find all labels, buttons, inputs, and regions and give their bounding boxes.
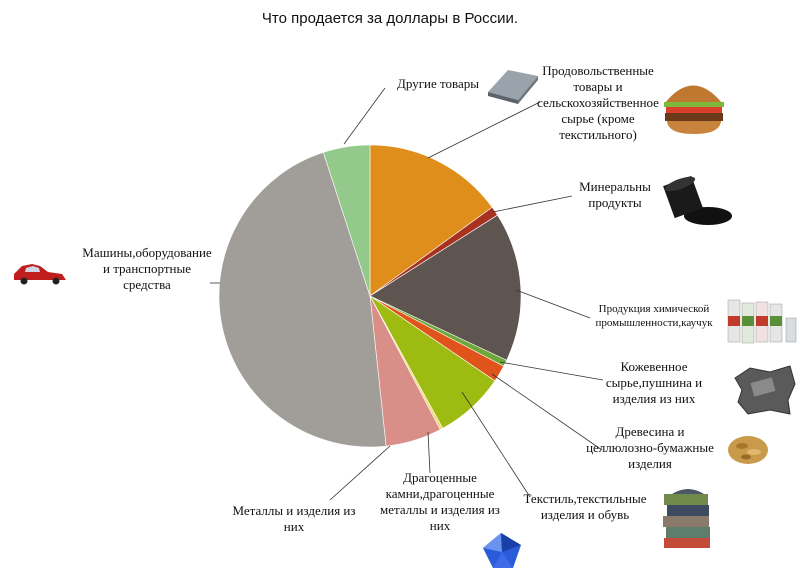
burger-icon bbox=[664, 85, 724, 134]
leader-other bbox=[343, 87, 386, 145]
wood-chips-icon bbox=[728, 436, 768, 464]
leader-textile bbox=[461, 391, 531, 498]
label-leather: Кожевенное сырье,пушнина и изделия из ни… bbox=[605, 359, 703, 406]
leader-food bbox=[427, 101, 541, 159]
label-gems: Драгоценные камни,драгоценные металлы и … bbox=[380, 470, 500, 533]
label-other: Другие товары bbox=[397, 76, 479, 91]
red-car-icon bbox=[14, 264, 66, 285]
label-wood: Древесина и целлюлозно-бумажные изделия bbox=[586, 424, 714, 471]
leader-metals bbox=[329, 445, 391, 501]
leather-hide-icon bbox=[734, 365, 796, 415]
label-machines: Машины,оборудование и транспортные средс… bbox=[82, 245, 212, 292]
sapphire-gem-icon bbox=[483, 533, 521, 568]
leader-leather bbox=[499, 361, 604, 381]
metal-sheet-icon bbox=[488, 70, 538, 104]
label-textile: Текстиль,текстильные изделия и обувь bbox=[523, 491, 647, 522]
pie-slice-8 bbox=[218, 152, 387, 448]
label-metals: Металлы и изделия из них bbox=[232, 503, 356, 534]
label-food: Продовольственные товары и сельскохозяйс… bbox=[537, 63, 659, 142]
fabric-stack-icon bbox=[663, 489, 710, 548]
pie-slice-0 bbox=[369, 144, 493, 297]
leader-gems bbox=[427, 431, 431, 474]
leader-wood bbox=[491, 373, 603, 451]
label-chem: Продукция химической промышленности,кауч… bbox=[595, 303, 713, 329]
pie-slice-9 bbox=[322, 144, 371, 297]
label-mineral: Минеральны продукты bbox=[579, 179, 651, 210]
leader-chem bbox=[515, 289, 591, 319]
pie-slice-2 bbox=[369, 214, 522, 361]
leader-mineral bbox=[492, 195, 573, 213]
oil-barrel-icon bbox=[663, 175, 732, 225]
chart-title: Что продается за доллары в России. bbox=[261, 10, 519, 27]
chemical-bottles-icon bbox=[727, 299, 797, 344]
